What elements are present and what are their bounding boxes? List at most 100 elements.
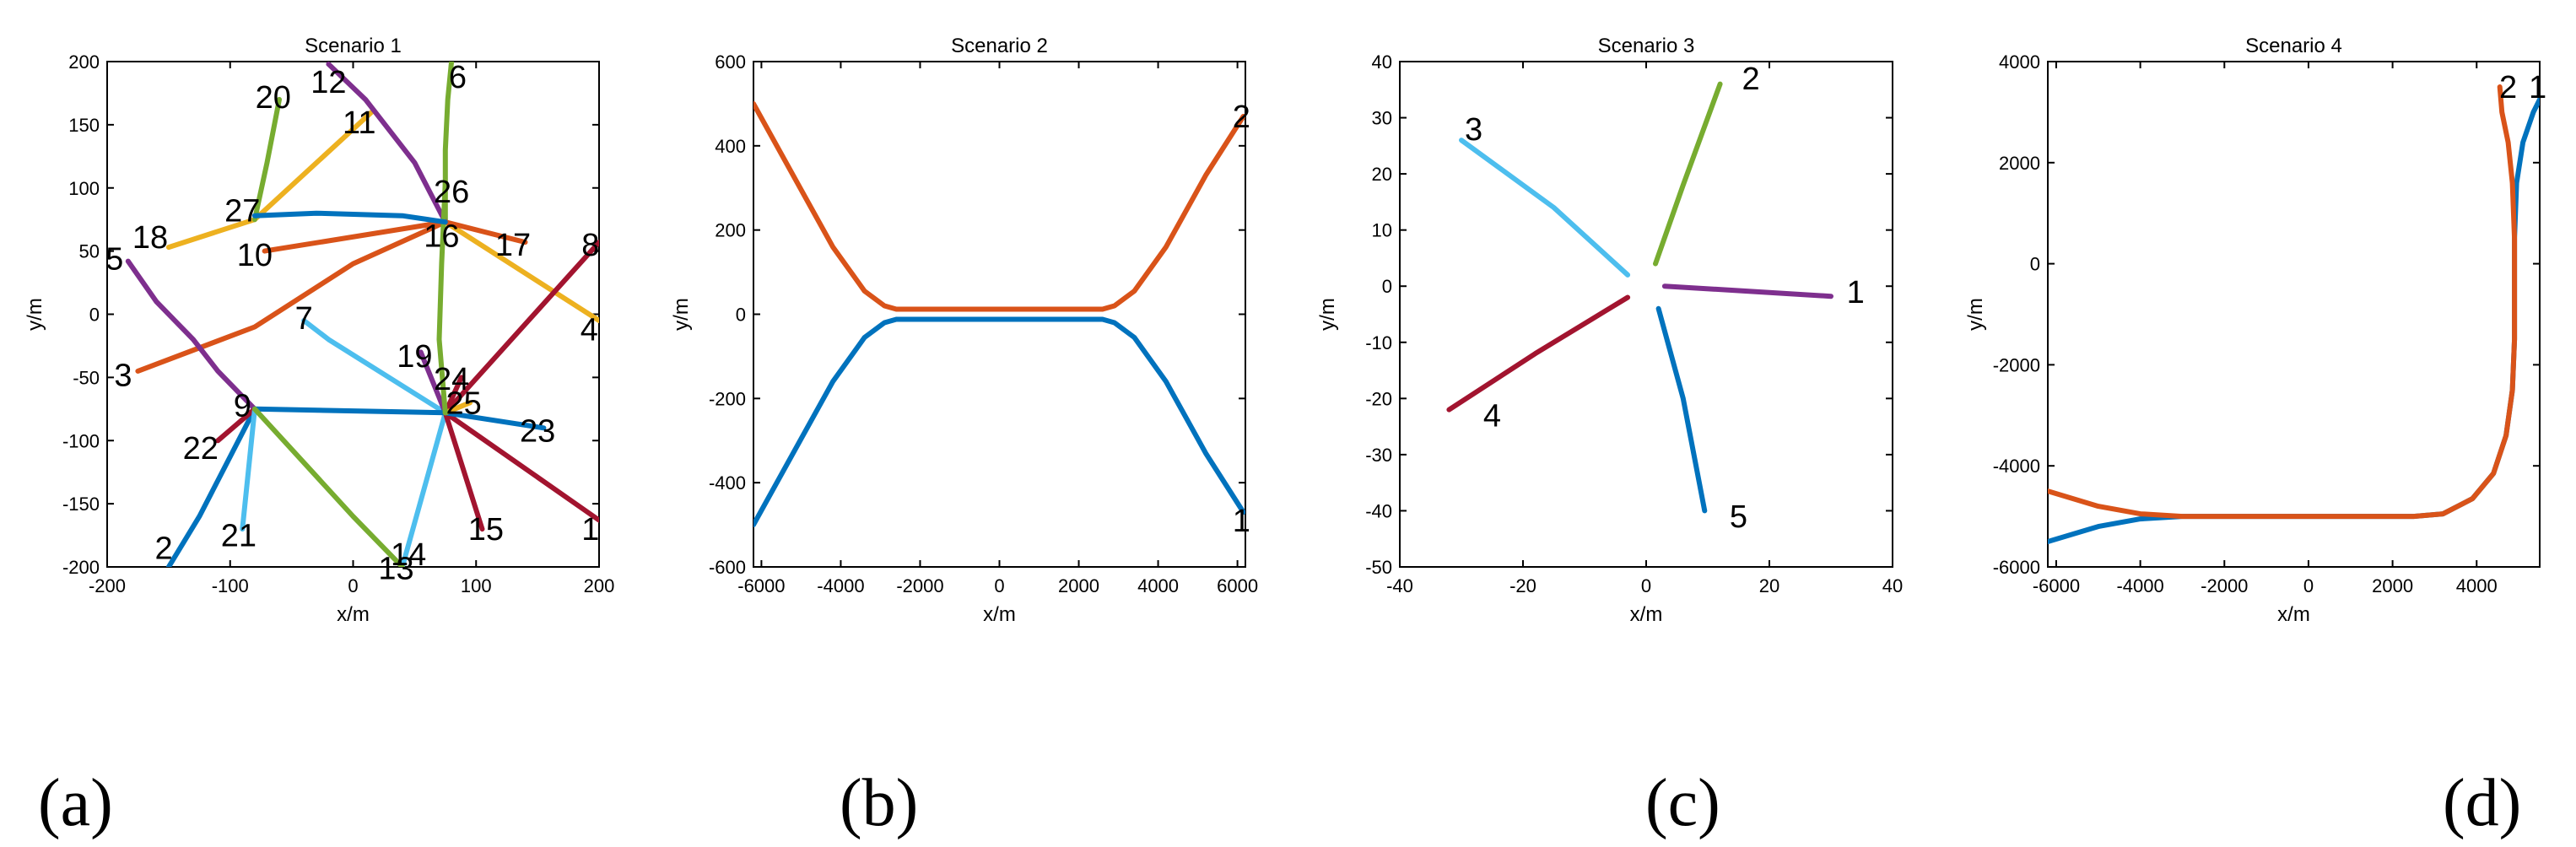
y-tick-label: -150 — [62, 494, 100, 515]
series-line-1 — [1661, 283, 1833, 299]
x-tick-label: -4000 — [2116, 575, 2163, 596]
y-axis-label: y/m — [1316, 298, 1339, 331]
chart-scenario-1: -200 -100 0 100 200 200 150 100 50 0 -50 -100 -150 -2… — [24, 35, 614, 626]
y-tick-label: -6000 — [1993, 557, 2040, 578]
y-tick-label: -400 — [709, 472, 746, 494]
series-line-t9_22 — [215, 406, 257, 444]
y-tick-label: 20 — [1372, 164, 1392, 185]
x-tick-label: -100 — [212, 575, 249, 596]
y-axis-label: y/m — [1964, 298, 1987, 331]
y-tick-label: 0 — [89, 305, 100, 326]
x-tick-label: 200 — [584, 575, 615, 596]
trajectory-label: 8 — [581, 228, 599, 263]
x-axis-label: x/m — [337, 603, 370, 626]
y-tick-label: -600 — [709, 557, 746, 578]
panel-label: (c) — [1645, 766, 1720, 840]
trajectory-label: 16 — [424, 219, 459, 255]
y-tick-label: -20 — [1365, 388, 1392, 409]
series-line-4 — [1446, 294, 1631, 413]
y-tick-label: -30 — [1365, 445, 1392, 466]
trajectory-label: 6 — [449, 60, 467, 95]
y-tick-label: -200 — [709, 388, 746, 409]
x-tick-label: 0 — [994, 575, 1004, 596]
plot-frame — [753, 61, 1246, 568]
x-tick-label: -2000 — [896, 575, 943, 596]
series-line-t11 — [251, 109, 375, 223]
trajectory-label: 12 — [311, 65, 346, 100]
trajectory-label: 5 — [105, 242, 123, 278]
plot-frame — [106, 61, 600, 568]
series-group — [1446, 81, 1833, 514]
series-line-t10 — [262, 219, 448, 254]
x-tick-label: 0 — [348, 575, 358, 596]
chart-scenario-4: -6000 -4000 -2000 0 2000 4000 4000 2000 0 -2000 -4… — [1964, 35, 2546, 626]
y-tick-label: -100 — [62, 430, 100, 451]
x-tick-label: -6000 — [2033, 575, 2080, 596]
trajectory-label: 2 — [154, 531, 172, 567]
trajectory-label: 23 — [520, 413, 555, 449]
trajectory-label: 18 — [132, 220, 168, 256]
series-line-t2 — [165, 406, 257, 567]
x-tick-label: 0 — [2303, 575, 2314, 596]
trajectory-label: 10 — [237, 238, 273, 273]
trajectory-label: 1 — [1847, 275, 1865, 310]
y-tick-label: -4000 — [1993, 456, 2040, 477]
y-tick-label: 100 — [68, 178, 100, 199]
series-line-t18 — [165, 217, 257, 251]
y-tick-label: -50 — [73, 367, 100, 388]
y-axis-label: y/m — [670, 298, 693, 331]
trajectory-label: 25 — [446, 386, 482, 421]
trajectory-label: 1 — [1233, 504, 1250, 539]
series-line-t15 — [442, 410, 485, 532]
chart-scenario-3: -40 -20 0 20 40403020100-10-20-30-40-50Scena… — [1316, 35, 1903, 626]
series-line-2 — [1653, 81, 1723, 267]
series-line-1 — [753, 316, 1245, 528]
y-tick-label: 4000 — [1999, 51, 2040, 73]
x-axis-label: x/m — [1630, 603, 1663, 626]
series-line-t5 — [125, 258, 257, 412]
series-line-t7 — [301, 318, 448, 416]
trajectory-label: 3 — [114, 358, 132, 393]
y-axis-label: y/m — [24, 298, 46, 331]
x-tick-label: -20 — [1509, 575, 1536, 596]
x-tick-label: 4000 — [2456, 575, 2498, 596]
x-tick-label: -200 — [89, 575, 126, 596]
x-axis-label: x/m — [2277, 603, 2310, 626]
series-line-t19 — [418, 349, 448, 416]
series-line-t9_13 — [251, 406, 405, 567]
series-line-t4 — [442, 219, 599, 323]
series-line-t27 — [251, 210, 448, 225]
trajectory-label: 24 — [434, 362, 469, 397]
series-group — [2048, 84, 2540, 544]
series-line-t17 — [442, 219, 528, 245]
trajectory-label: 7 — [295, 301, 313, 337]
y-tick-label: 200 — [715, 220, 746, 241]
trajectory-label: 2 — [1233, 100, 1250, 135]
trajectory-label: 2 — [1742, 62, 1760, 97]
y-tick-label: 0 — [1382, 276, 1392, 297]
y-tick-label: 0 — [2030, 254, 2040, 275]
trajectory-label: 3 — [1465, 112, 1482, 148]
trajectory-label: 21 — [221, 519, 257, 554]
y-tick-label: 30 — [1372, 108, 1392, 129]
trajectory-label: 4 — [1483, 398, 1501, 434]
series-group — [125, 62, 599, 567]
series-line-2 — [753, 100, 1245, 312]
y-tick-label: 40 — [1372, 51, 1392, 73]
series-line-t25 — [442, 400, 473, 416]
trajectory-label: 1 — [581, 512, 599, 548]
y-tick-label: 10 — [1372, 220, 1392, 241]
x-tick-label: 6000 — [1217, 575, 1258, 596]
trajectory-label: 20 — [256, 80, 291, 116]
y-tick-label: 0 — [736, 305, 746, 326]
x-tick-label: 2000 — [2372, 575, 2413, 596]
series-line-t21 — [240, 406, 257, 532]
y-tick-label: -40 — [1365, 500, 1392, 521]
y-tick-label: -200 — [62, 557, 100, 578]
x-tick-label: 20 — [1759, 575, 1779, 596]
y-tick-label: -2000 — [1993, 354, 2040, 375]
trajectory-label: 2 — [2499, 70, 2517, 105]
series-group — [753, 100, 1245, 528]
panel-label: (d) — [2443, 766, 2521, 840]
y-tick-label: 150 — [68, 115, 100, 136]
